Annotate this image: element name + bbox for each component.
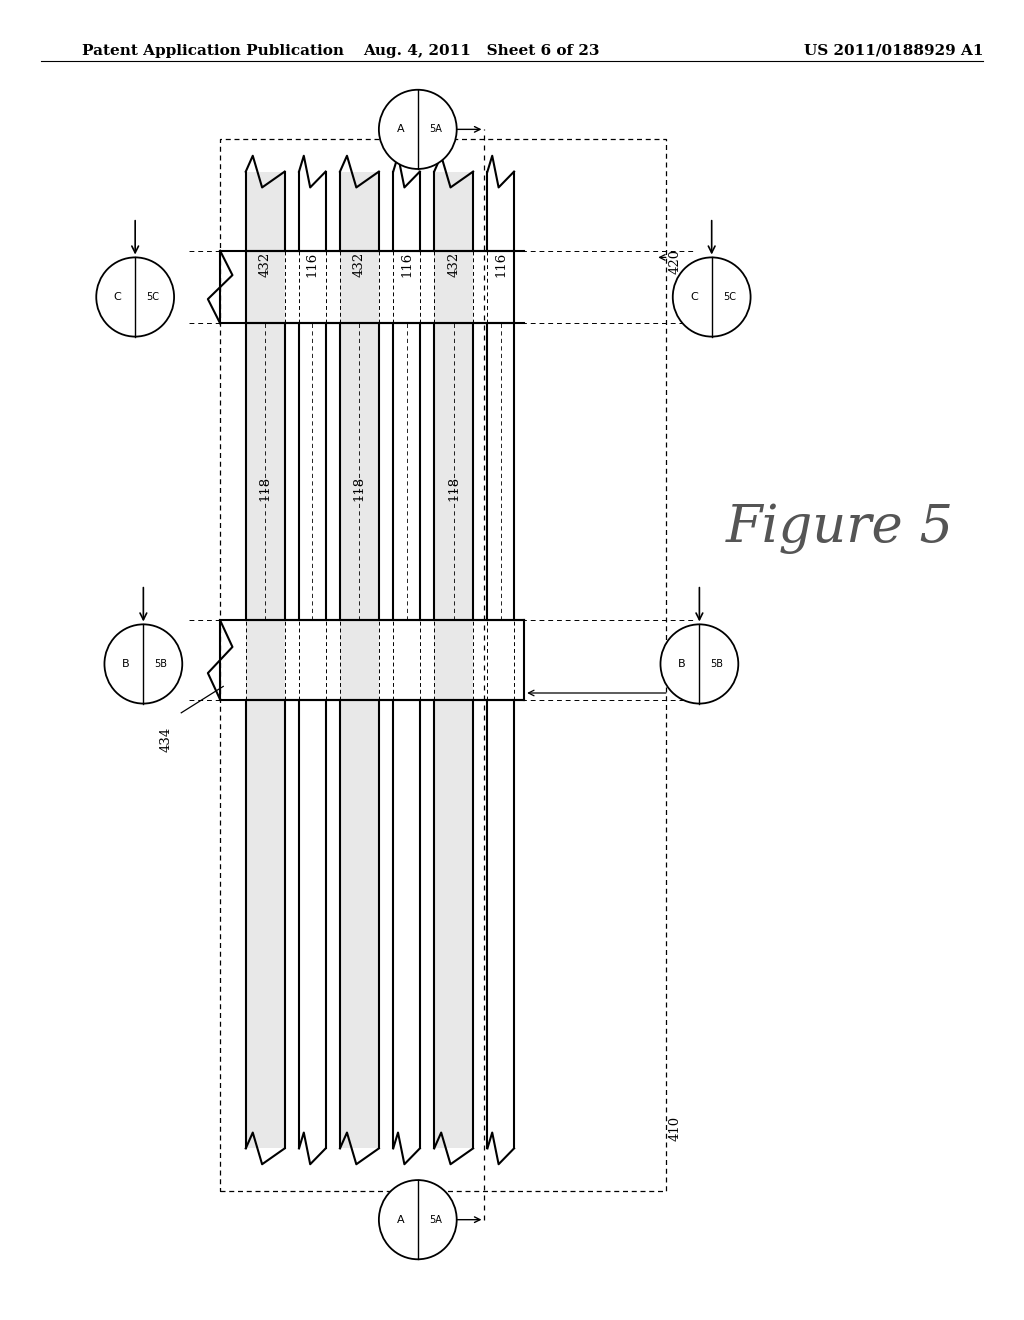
Text: 5A: 5A — [429, 1214, 441, 1225]
Text: 116: 116 — [306, 252, 318, 277]
Text: 116: 116 — [400, 252, 413, 277]
Text: B: B — [678, 659, 686, 669]
Text: C: C — [114, 292, 122, 302]
Text: 5A: 5A — [429, 124, 441, 135]
Ellipse shape — [379, 90, 457, 169]
Ellipse shape — [104, 624, 182, 704]
Text: 118: 118 — [447, 475, 460, 502]
Polygon shape — [246, 172, 285, 1148]
Text: 410: 410 — [669, 1115, 682, 1142]
Ellipse shape — [379, 1180, 457, 1259]
Text: 432: 432 — [353, 252, 366, 277]
Polygon shape — [434, 172, 473, 1148]
Text: C: C — [690, 292, 698, 302]
Text: Aug. 4, 2011   Sheet 6 of 23: Aug. 4, 2011 Sheet 6 of 23 — [364, 44, 599, 58]
Text: 116: 116 — [495, 252, 507, 277]
Text: 5B: 5B — [711, 659, 723, 669]
Text: Patent Application Publication: Patent Application Publication — [82, 44, 344, 58]
Ellipse shape — [673, 257, 751, 337]
Polygon shape — [340, 172, 379, 1148]
Text: US 2011/0188929 A1: US 2011/0188929 A1 — [804, 44, 983, 58]
Text: A: A — [396, 124, 404, 135]
Text: A: A — [396, 1214, 404, 1225]
Text: Figure 5: Figure 5 — [726, 503, 953, 553]
Ellipse shape — [660, 624, 738, 704]
Text: 118: 118 — [259, 475, 271, 502]
Text: B: B — [122, 659, 130, 669]
Text: 432: 432 — [447, 252, 460, 277]
Text: 5C: 5C — [723, 292, 735, 302]
Text: 434: 434 — [160, 726, 172, 752]
Ellipse shape — [96, 257, 174, 337]
Text: 432: 432 — [259, 252, 271, 277]
Text: 420: 420 — [669, 248, 682, 275]
Text: 5B: 5B — [155, 659, 167, 669]
Text: 118: 118 — [353, 475, 366, 502]
Text: 5C: 5C — [146, 292, 159, 302]
